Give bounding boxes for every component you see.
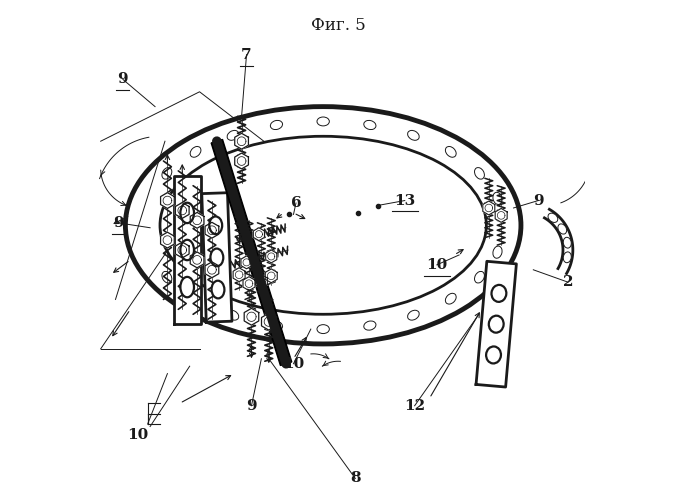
Ellipse shape: [445, 146, 456, 157]
Text: 13: 13: [394, 194, 415, 207]
Polygon shape: [161, 192, 174, 208]
Ellipse shape: [210, 248, 223, 266]
Polygon shape: [205, 262, 219, 278]
Ellipse shape: [563, 238, 571, 248]
Text: 10: 10: [127, 428, 148, 442]
Polygon shape: [243, 276, 255, 290]
Ellipse shape: [548, 213, 558, 222]
Polygon shape: [205, 222, 219, 238]
Ellipse shape: [317, 324, 329, 334]
Ellipse shape: [270, 321, 283, 330]
Polygon shape: [233, 268, 245, 281]
Polygon shape: [476, 262, 516, 387]
Ellipse shape: [493, 246, 502, 258]
Text: 12: 12: [404, 399, 425, 413]
Text: Фиг. 5: Фиг. 5: [311, 16, 365, 34]
Polygon shape: [483, 201, 495, 215]
Text: 9: 9: [246, 399, 257, 413]
Text: 9: 9: [533, 194, 544, 207]
Text: 2: 2: [562, 275, 573, 289]
Ellipse shape: [180, 240, 194, 260]
Ellipse shape: [364, 120, 376, 130]
Polygon shape: [190, 212, 204, 228]
Ellipse shape: [558, 224, 566, 234]
Polygon shape: [201, 192, 232, 322]
Ellipse shape: [212, 280, 224, 298]
Polygon shape: [265, 269, 277, 283]
Polygon shape: [244, 308, 259, 325]
Ellipse shape: [210, 216, 222, 234]
Ellipse shape: [364, 321, 376, 330]
Ellipse shape: [486, 346, 501, 364]
Ellipse shape: [563, 252, 571, 262]
Ellipse shape: [489, 316, 504, 332]
Polygon shape: [262, 314, 276, 330]
Text: 9: 9: [118, 72, 128, 86]
Polygon shape: [256, 274, 267, 288]
Ellipse shape: [162, 272, 172, 283]
Text: 8: 8: [350, 472, 360, 486]
Polygon shape: [266, 250, 276, 263]
Ellipse shape: [227, 310, 239, 320]
Polygon shape: [235, 134, 249, 149]
Ellipse shape: [270, 120, 283, 130]
Ellipse shape: [160, 136, 486, 314]
Ellipse shape: [162, 168, 172, 179]
Text: 9: 9: [113, 216, 123, 230]
Polygon shape: [235, 153, 249, 169]
Text: 10: 10: [283, 356, 304, 370]
Text: 7: 7: [241, 48, 252, 62]
Text: 10: 10: [427, 258, 448, 272]
Ellipse shape: [190, 146, 201, 157]
Ellipse shape: [408, 310, 419, 320]
Polygon shape: [254, 228, 264, 240]
Ellipse shape: [491, 285, 506, 302]
Ellipse shape: [317, 117, 329, 126]
Ellipse shape: [180, 277, 194, 297]
Polygon shape: [496, 208, 507, 222]
Ellipse shape: [408, 130, 419, 140]
Ellipse shape: [475, 168, 485, 179]
Text: 6: 6: [291, 196, 301, 210]
Polygon shape: [174, 176, 201, 324]
Polygon shape: [161, 232, 174, 248]
Polygon shape: [175, 202, 189, 218]
Ellipse shape: [475, 272, 485, 283]
Polygon shape: [190, 252, 204, 268]
Ellipse shape: [227, 130, 239, 140]
Polygon shape: [175, 242, 189, 258]
Polygon shape: [211, 140, 292, 366]
Ellipse shape: [180, 202, 194, 223]
Ellipse shape: [445, 294, 456, 304]
Polygon shape: [241, 256, 252, 269]
Ellipse shape: [493, 192, 502, 204]
Ellipse shape: [190, 294, 201, 304]
